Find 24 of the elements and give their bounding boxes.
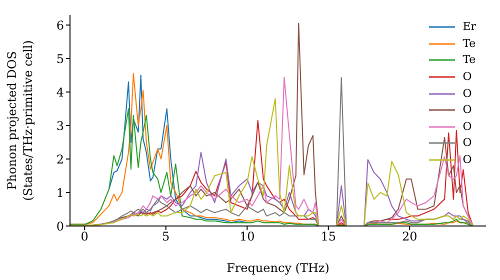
x-tick-label: 10: [239, 230, 255, 244]
y-tick-label: 0: [56, 219, 64, 234]
y-tick-label: 1: [56, 186, 64, 200]
y-tick-label: 3: [56, 118, 64, 133]
legend-label: O: [462, 153, 472, 166]
y-tick-label: 6: [56, 18, 64, 32]
legend-label: O: [462, 136, 472, 150]
line-series: [108, 74, 248, 224]
y-tick-label: 2: [56, 152, 64, 166]
x-axis-title: Frequency (THz): [226, 261, 330, 275]
x-tick-label: 15: [320, 230, 336, 244]
legend-label: Te: [462, 53, 476, 66]
legend-label: Er: [462, 20, 476, 34]
y-axis-title: Phonon projected DOS (States/THz·primitive cell): [5, 40, 35, 201]
legend-label: Te: [462, 36, 476, 50]
x-tick-label: 0: [80, 230, 88, 244]
y-tick-label: 5: [56, 52, 64, 66]
legend-label: O: [462, 103, 472, 116]
legend-label: O: [462, 120, 472, 133]
legend-label: O: [462, 70, 472, 84]
y-tick-label: 4: [56, 85, 64, 100]
x-tick-label: 5: [162, 230, 170, 244]
legend-label: O: [462, 86, 472, 100]
x-tick-label: 20: [402, 230, 418, 244]
